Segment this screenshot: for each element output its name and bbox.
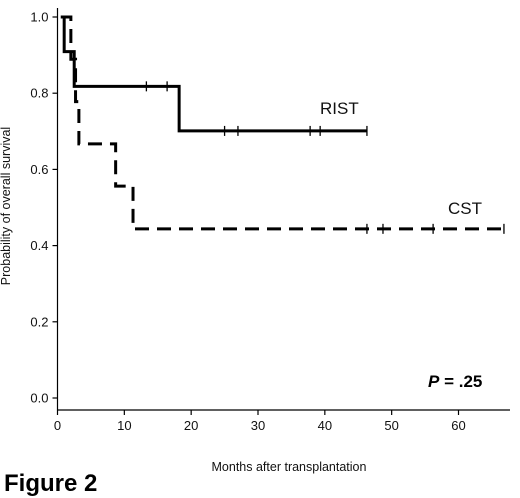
x-tick-label: 10 [117,418,131,433]
y-tick-label: 1.0 [30,10,48,25]
x-tick-label: 40 [318,418,332,433]
y-axis-ticks: 0.0 0.2 0.4 0.6 0.8 1.0 [30,10,58,406]
y-axis-title: Probability of overall survival [0,127,13,285]
x-tick-label: 30 [251,418,265,433]
plot-area: 0.0 0.2 0.4 0.6 0.8 1.0 0 10 20 30 40 50 60 [30,8,510,433]
x-tick-label: 60 [451,418,465,433]
x-tick-label: 20 [184,418,198,433]
y-tick-label: 0.8 [30,86,48,101]
series-label-cst: CST [448,199,482,218]
x-tick-label: 0 [54,418,61,433]
y-tick-label: 0.4 [30,238,48,253]
series-line-cst [60,15,504,231]
x-axis-ticks: 0 10 20 30 40 50 60 [54,410,466,433]
figure-label: Figure 2 [4,470,97,497]
p-value-symbol: P [428,372,440,391]
y-tick-label: 0.6 [30,162,48,177]
series-lines [60,15,505,234]
x-axis-title: Months after transplantation [212,460,367,474]
y-tick-label: 0.0 [30,391,48,406]
series-label-rist: RIST [320,99,359,118]
y-tick-label: 0.2 [30,314,48,329]
p-value-annotation: P = .25 [428,372,482,391]
x-tick-label: 50 [384,418,398,433]
p-value-text: = .25 [439,372,482,391]
